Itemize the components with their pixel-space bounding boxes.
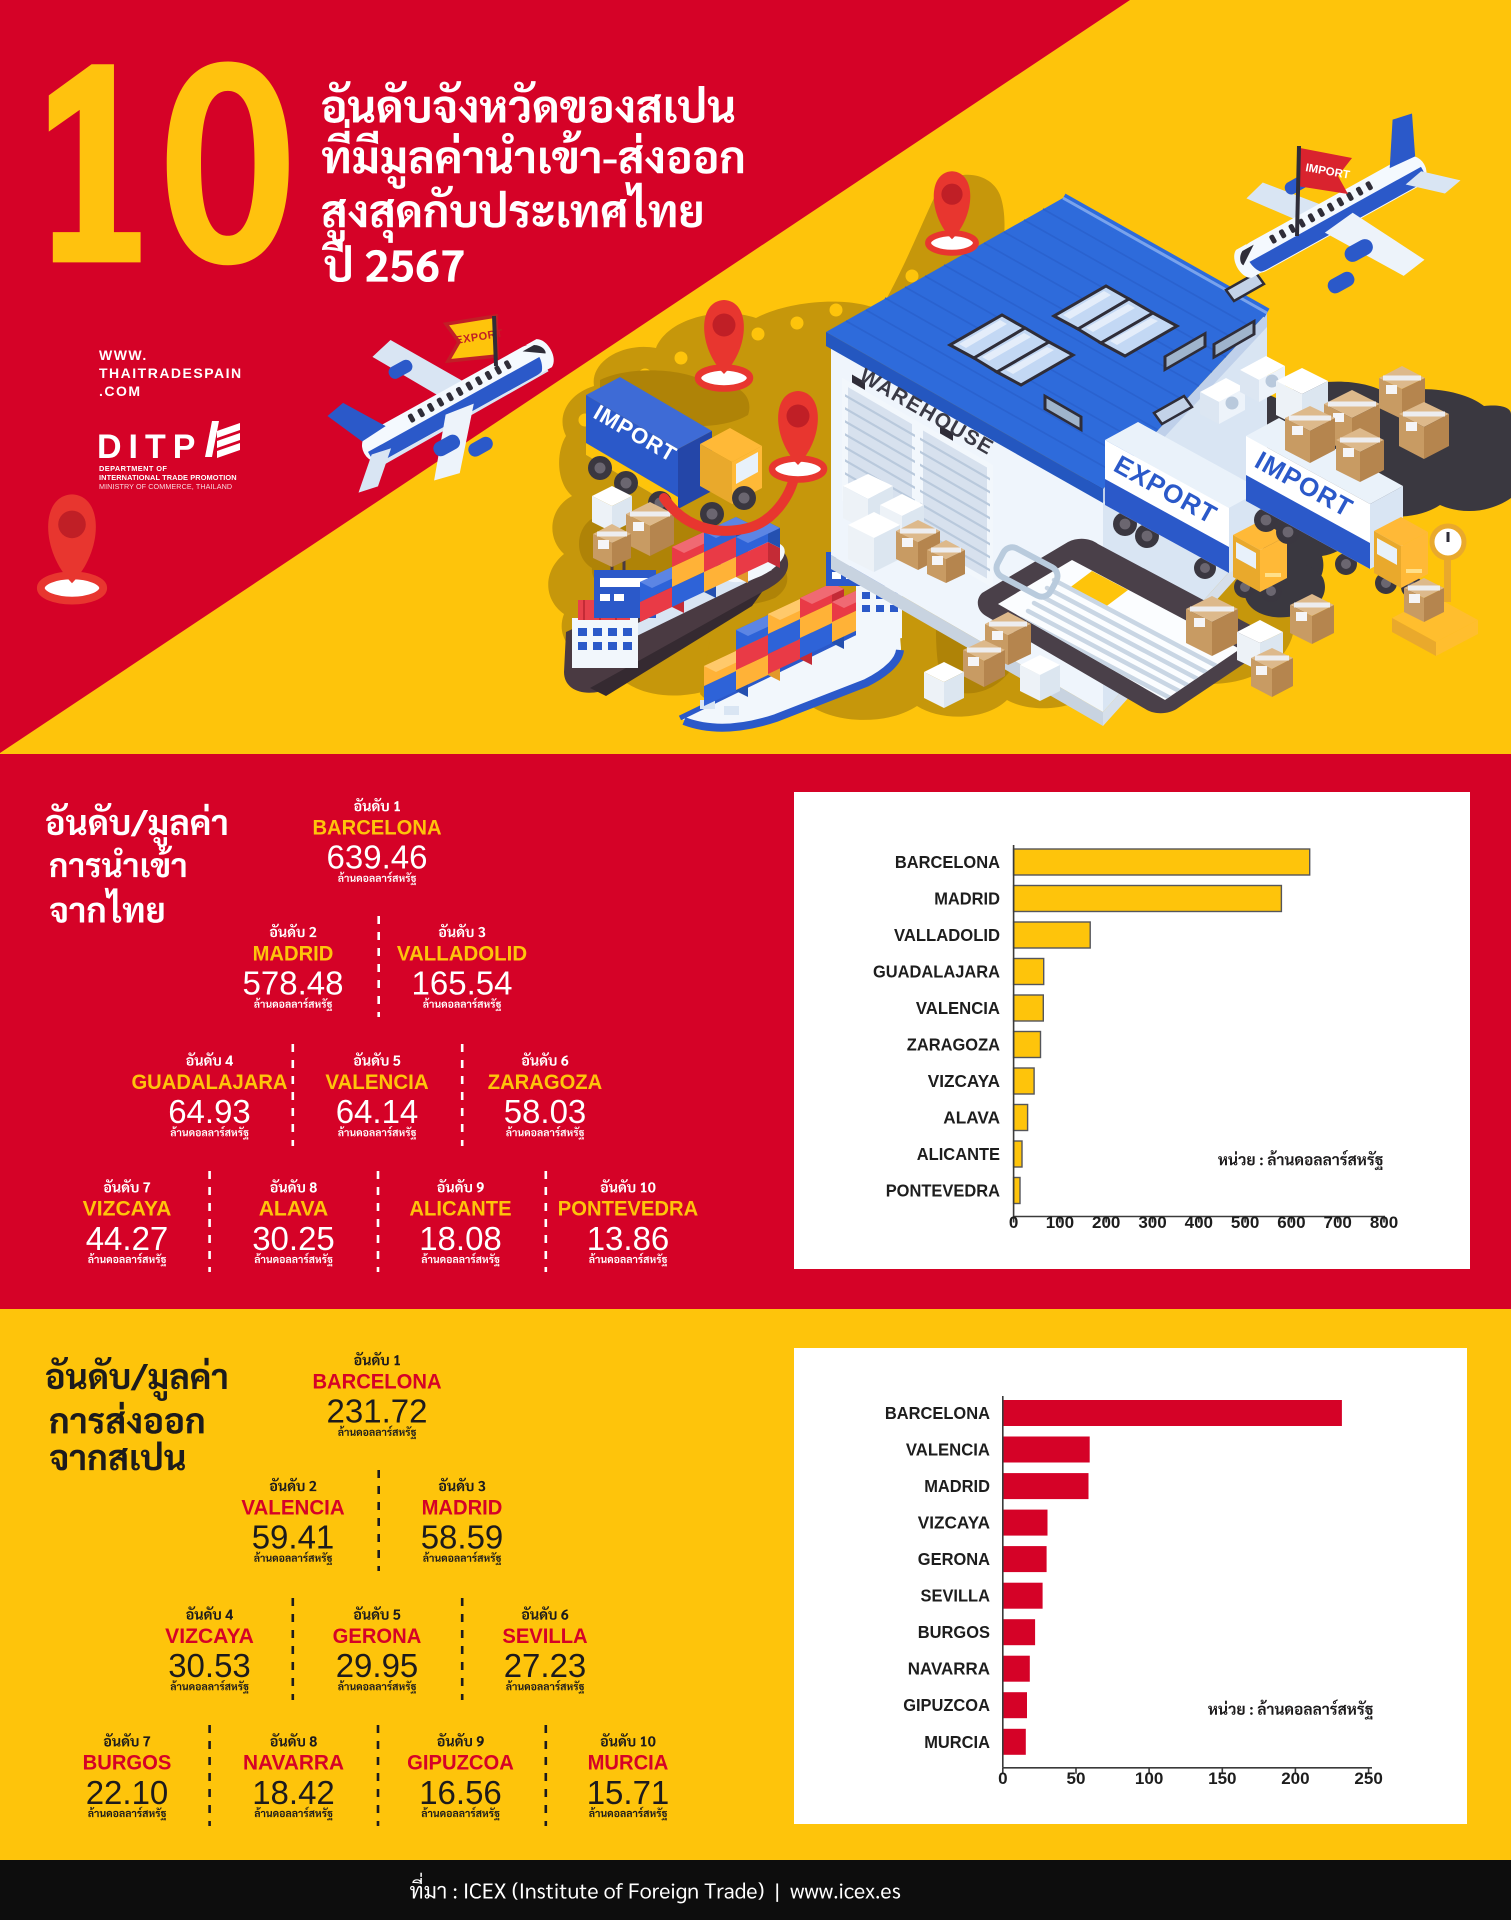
svg-text:NAVARRA: NAVARRA	[908, 1659, 991, 1679]
svg-text:GERONA: GERONA	[918, 1549, 991, 1569]
svg-text:BURGOS: BURGOS	[83, 1751, 172, 1775]
svg-text:200: 200	[1281, 1769, 1309, 1788]
svg-text:58.59: 58.59	[421, 1519, 504, 1556]
svg-text:BARCELONA: BARCELONA	[895, 852, 1000, 872]
svg-text:DITP: DITP	[97, 428, 202, 466]
svg-text:VALLADOLID: VALLADOLID	[894, 925, 1000, 945]
svg-text:639.46: 639.46	[327, 839, 428, 876]
svg-text:800: 800	[1370, 1213, 1398, 1232]
svg-text:59.41: 59.41	[252, 1519, 335, 1556]
svg-text:13.86: 13.86	[587, 1220, 670, 1257]
svg-text:58.03: 58.03	[504, 1093, 587, 1130]
svg-text:BURGOS: BURGOS	[918, 1622, 990, 1642]
svg-text:MURCIA: MURCIA	[924, 1732, 990, 1752]
svg-text:50: 50	[1067, 1769, 1086, 1788]
svg-text:VIZCAYA: VIZCAYA	[83, 1197, 172, 1221]
svg-text:GIPUZCOA: GIPUZCOA	[407, 1751, 514, 1775]
svg-text:0: 0	[998, 1769, 1007, 1788]
svg-text:SEVILLA: SEVILLA	[502, 1624, 587, 1648]
svg-text:MURCIA: MURCIA	[588, 1751, 669, 1775]
svg-text:ALICANTE: ALICANTE	[917, 1144, 1000, 1164]
svg-text:0: 0	[1009, 1213, 1018, 1232]
svg-text:ALICANTE: ALICANTE	[409, 1197, 511, 1221]
svg-text:18.42: 18.42	[252, 1774, 335, 1811]
svg-text:16.56: 16.56	[419, 1774, 502, 1811]
svg-text:GIPUZCOA: GIPUZCOA	[903, 1695, 990, 1715]
svg-text:SEVILLA: SEVILLA	[921, 1586, 991, 1606]
svg-text:100: 100	[1135, 1769, 1163, 1788]
svg-text:ALAVA: ALAVA	[259, 1197, 329, 1221]
svg-text:64.93: 64.93	[168, 1093, 251, 1130]
svg-text:64.14: 64.14	[336, 1093, 419, 1130]
svg-text:44.27: 44.27	[86, 1220, 169, 1257]
svg-text:PONTEVEDRA: PONTEVEDRA	[558, 1197, 698, 1221]
svg-text:VALENCIA: VALENCIA	[906, 1440, 990, 1460]
svg-text:MINISTRY OF COMMERCE, THAILAND: MINISTRY OF COMMERCE, THAILAND	[99, 482, 232, 491]
svg-text:THAITRADESPAIN: THAITRADESPAIN	[99, 365, 243, 381]
svg-text:27.23: 27.23	[504, 1647, 587, 1684]
svg-text:INTERNATIONAL TRADE PROMOTION: INTERNATIONAL TRADE PROMOTION	[99, 473, 237, 482]
svg-text:WWW.: WWW.	[99, 347, 148, 363]
svg-text:ALAVA: ALAVA	[943, 1108, 1000, 1128]
svg-text:100: 100	[1046, 1213, 1074, 1232]
svg-text:165.54: 165.54	[412, 965, 513, 1002]
svg-text:VALLADOLID: VALLADOLID	[397, 941, 527, 965]
svg-text:578.48: 578.48	[243, 965, 344, 1002]
svg-text:231.72: 231.72	[327, 1393, 428, 1430]
svg-text:18.08: 18.08	[419, 1220, 502, 1257]
svg-text:.COM: .COM	[99, 383, 142, 399]
svg-text:15.71: 15.71	[587, 1774, 670, 1811]
svg-text:BARCELONA: BARCELONA	[885, 1403, 990, 1423]
svg-text:VALENCIA: VALENCIA	[241, 1495, 344, 1519]
svg-text:VIZCAYA: VIZCAYA	[928, 1071, 1001, 1091]
svg-text:600: 600	[1277, 1213, 1305, 1232]
svg-text:GUADALAJARA: GUADALAJARA	[873, 962, 1000, 982]
svg-text:250: 250	[1354, 1769, 1382, 1788]
svg-text:BARCELONA: BARCELONA	[312, 1369, 441, 1393]
svg-text:400: 400	[1185, 1213, 1213, 1232]
svg-text:700: 700	[1324, 1213, 1352, 1232]
svg-text:PONTEVEDRA: PONTEVEDRA	[886, 1181, 1001, 1201]
svg-text:NAVARRA: NAVARRA	[243, 1751, 344, 1775]
svg-text:29.95: 29.95	[336, 1647, 419, 1684]
svg-text:22.10: 22.10	[86, 1774, 169, 1811]
svg-text:GUADALAJARA: GUADALAJARA	[131, 1070, 287, 1094]
svg-text:VIZCAYA: VIZCAYA	[165, 1624, 254, 1648]
svg-text:VALENCIA: VALENCIA	[916, 998, 1000, 1018]
svg-text:VALENCIA: VALENCIA	[325, 1070, 428, 1094]
svg-text:MADRID: MADRID	[422, 1495, 503, 1519]
svg-text:MADRID: MADRID	[253, 941, 334, 965]
svg-text:30.25: 30.25	[252, 1220, 335, 1257]
svg-text:ZARAGOZA: ZARAGOZA	[488, 1070, 603, 1094]
svg-text:200: 200	[1092, 1213, 1120, 1232]
svg-text:GERONA: GERONA	[333, 1624, 422, 1648]
svg-text:MADRID: MADRID	[934, 889, 1000, 909]
svg-text:300: 300	[1138, 1213, 1166, 1232]
svg-text:150: 150	[1208, 1769, 1236, 1788]
svg-text:500: 500	[1231, 1213, 1259, 1232]
svg-text:BARCELONA: BARCELONA	[312, 815, 441, 839]
svg-text:ZARAGOZA: ZARAGOZA	[907, 1035, 1001, 1055]
svg-text:30.53: 30.53	[168, 1647, 251, 1684]
svg-text:VIZCAYA: VIZCAYA	[918, 1513, 991, 1533]
svg-text:DEPARTMENT OF: DEPARTMENT OF	[99, 464, 167, 473]
svg-text:MADRID: MADRID	[924, 1476, 990, 1496]
